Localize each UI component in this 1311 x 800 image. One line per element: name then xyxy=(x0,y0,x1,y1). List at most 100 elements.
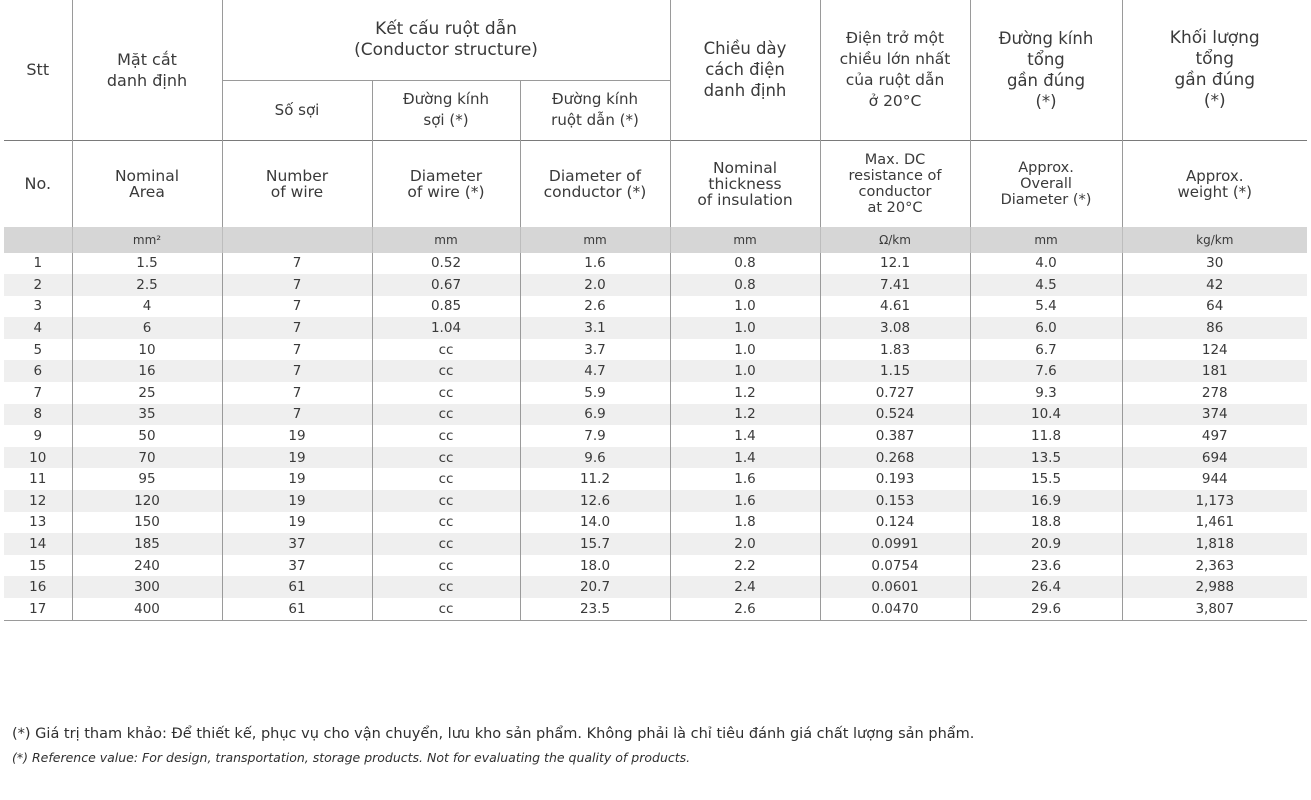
table-row: 3 4 7 0.85 2.6 1.0 4.61 5.4 64 xyxy=(4,295,1308,318)
cell-no: 14 xyxy=(4,533,72,555)
cell-num-wire: 37 xyxy=(221,533,372,555)
footnote-vietnamese: (*) Giá trị tham khảo: Để thiết kế, phục… xyxy=(12,726,975,742)
cell-num-wire: 7 xyxy=(221,360,372,383)
table-row: 17 400 61 cc 23.5 2.6 0.0470 29.6 3,807 xyxy=(4,598,1308,621)
cell-thickness: 1.0 xyxy=(669,360,821,383)
cell-thickness: 1.0 xyxy=(669,295,821,318)
cell-resistance: 4.61 xyxy=(819,295,971,318)
cell-resistance: 0.0601 xyxy=(819,576,971,598)
cell-dia-wire: cc xyxy=(371,360,520,383)
cell-dia-wire: 1.04 xyxy=(371,317,520,339)
cell-resistance: 0.0470 xyxy=(819,598,971,621)
header-num-wire-en: Number of wire xyxy=(221,139,372,227)
cell-dia-wire: cc xyxy=(371,446,520,469)
cell-thickness: 1.6 xyxy=(669,490,821,512)
cell-thickness: 0.8 xyxy=(669,252,821,275)
cell-num-wire: 7 xyxy=(221,295,372,318)
unit-resistance: Ω/km xyxy=(819,226,971,253)
cell-num-wire: 7 xyxy=(221,252,372,275)
cell-no: 7 xyxy=(33,384,43,401)
cell-dia-conductor: 4.7 xyxy=(519,360,671,383)
cell-thickness: 2.4 xyxy=(669,576,821,598)
cell-no: 9 xyxy=(33,428,43,445)
cell-overall-dia: 11.8 xyxy=(969,425,1123,447)
cell-num-wire: 19 xyxy=(221,425,372,447)
unit-num-wire xyxy=(221,226,372,253)
cell-num-wire: 61 xyxy=(221,598,372,621)
cell-overall-dia: 4.5 xyxy=(969,274,1123,296)
cell-area: 400 xyxy=(71,598,222,621)
cell-num-wire: 19 xyxy=(221,446,372,469)
header-area-en: Nominal Area xyxy=(71,139,222,227)
header-overall-dia-en: Approx. Overall Diameter (*) xyxy=(969,139,1123,227)
cell-overall-dia: 26.4 xyxy=(969,576,1123,598)
cell-num-wire: 7 xyxy=(221,274,372,296)
header-dia-wire-vi: Đường kính sợi (*) xyxy=(371,79,520,140)
table-row: 11 95 19 cc 11.2 1.6 0.193 15.5 944 xyxy=(4,468,1308,491)
cell-overall-dia: 15.5 xyxy=(969,468,1123,491)
cell-dia-conductor: 3.7 xyxy=(519,338,671,361)
header-overall-dia-vi: Đường kính tổng gần đúng (*) xyxy=(969,0,1123,140)
cell-no: 5 xyxy=(33,341,43,358)
cell-weight: 124 xyxy=(1121,338,1308,361)
cell-area: 4 xyxy=(71,295,222,318)
table-row: 10 70 19 cc 9.6 1.4 0.268 13.5 694 xyxy=(4,446,1308,469)
cell-area: 35 xyxy=(71,403,222,426)
header-num-wire-vi: Số sợi xyxy=(221,79,372,140)
cell-dia-wire: cc xyxy=(371,403,520,426)
header-area-vi: Mặt cắt danh định xyxy=(71,0,222,140)
cell-weight: 374 xyxy=(1121,403,1308,426)
cell-thickness: 0.8 xyxy=(669,274,821,296)
cell-overall-dia: 9.3 xyxy=(969,382,1123,404)
cell-dia-wire: cc xyxy=(371,425,520,447)
cell-num-wire: 61 xyxy=(221,576,372,598)
header-no-en: No. xyxy=(4,139,72,227)
cell-resistance: 3.08 xyxy=(819,317,971,339)
table-row: 9 50 19 cc 7.9 1.4 0.387 11.8 497 xyxy=(4,425,1308,447)
cell-no: 15 xyxy=(29,557,47,574)
table-body: 1 1.5 7 0.52 1.6 0.8 12.1 4.0 30 2 2.5 7 0.67 2.0 0.8 7… xyxy=(4,252,1308,621)
cell-dia-wire: cc xyxy=(371,490,520,512)
cell-no: 4 xyxy=(4,317,72,339)
cell-overall-dia: 20.9 xyxy=(969,533,1123,555)
cell-no: 3 xyxy=(33,298,43,315)
cell-thickness: 2.2 xyxy=(669,554,821,577)
cell-overall-dia: 13.5 xyxy=(969,446,1123,469)
cell-dia-wire: cc xyxy=(371,382,520,404)
cable-spec-table: Stt Mặt cắt danh định Kết cấu ruột dẫn (… xyxy=(4,0,1308,621)
cell-dia-conductor: 2.6 xyxy=(519,295,671,318)
header-dia-conductor-en: Diameter of conductor (*) xyxy=(519,139,671,227)
header-thickness-vi: Chiều dày cách điện danh định xyxy=(669,0,821,140)
cell-weight: 64 xyxy=(1121,295,1308,318)
cell-no: 17 xyxy=(29,600,47,617)
unit-weight: kg/km xyxy=(1121,226,1308,253)
cell-overall-dia: 29.6 xyxy=(969,598,1123,621)
table-row: 1 1.5 7 0.52 1.6 0.8 12.1 4.0 30 xyxy=(4,252,1308,275)
table-row: 7 25 7 cc 5.9 1.2 0.727 9.3 278 xyxy=(4,382,1308,404)
cell-thickness: 1.6 xyxy=(669,468,821,491)
cell-resistance: 0.0754 xyxy=(819,554,971,577)
cell-resistance: 0.0991 xyxy=(819,533,971,555)
cell-weight: 181 xyxy=(1121,360,1308,383)
cell-thickness: 1.4 xyxy=(669,425,821,447)
cell-area: 240 xyxy=(71,554,222,577)
cell-dia-conductor: 2.0 xyxy=(519,274,671,296)
cell-area: 6 xyxy=(71,317,222,339)
cell-resistance: 1.15 xyxy=(819,360,971,383)
header-dia-wire-en: Diameter of wire (*) xyxy=(371,139,520,227)
cell-overall-dia: 6.7 xyxy=(969,338,1123,361)
cell-dia-wire: 0.85 xyxy=(371,295,520,318)
cell-dia-wire: cc xyxy=(371,533,520,555)
header-dia-conductor-vi: Đường kính ruột dẫn (*) xyxy=(519,79,671,140)
cell-no: 10 xyxy=(4,446,72,469)
header-resistance-en: Max. DC resistance of conductor at 20°C xyxy=(819,139,971,227)
cell-dia-conductor: 5.9 xyxy=(519,382,671,404)
cell-num-wire: 19 xyxy=(221,490,372,512)
cell-area: 300 xyxy=(71,576,222,598)
cell-weight: 1,461 xyxy=(1121,511,1308,534)
cell-overall-dia: 23.6 xyxy=(969,554,1123,577)
footnote-english: (*) Reference value: For design, transpo… xyxy=(12,750,691,765)
cell-thickness: 2.0 xyxy=(669,533,821,555)
cell-num-wire: 7 xyxy=(221,403,372,426)
cell-resistance: 0.153 xyxy=(819,490,971,512)
